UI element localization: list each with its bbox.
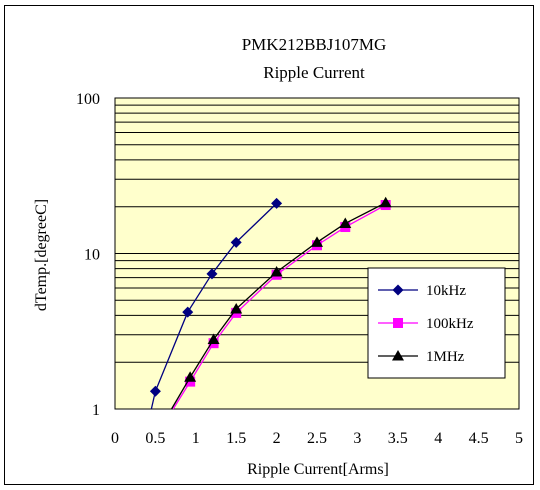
legend-marker: [393, 318, 403, 328]
x-tick-label: 3.5: [388, 430, 408, 447]
data-point: [230, 236, 242, 248]
legend: 10kHz 100kHz 1MHz: [367, 267, 506, 379]
chart-title: PMK212BBJ107MG: [242, 35, 387, 54]
x-tick-label: 3: [353, 430, 361, 447]
data-point: [270, 266, 283, 277]
legend-label: 10kHz: [426, 283, 466, 299]
x-tick-label: 2.5: [307, 430, 327, 447]
x-tick-label: 4.5: [469, 430, 489, 447]
data-point: [184, 371, 197, 382]
data-point: [207, 333, 220, 344]
x-axis-label: Ripple Current[Arms]: [247, 461, 389, 478]
x-tick-label: 5: [515, 430, 523, 447]
legend-label: 100kHz: [426, 316, 474, 332]
data-point: [206, 268, 218, 280]
data-point: [379, 196, 392, 208]
data-point: [182, 306, 194, 318]
series-1MHz: [170, 196, 392, 410]
data-point: [149, 385, 161, 397]
y-tick-label: 100: [76, 91, 100, 108]
legend-marker: [392, 284, 404, 296]
x-tick-label: 1.5: [226, 430, 246, 447]
y-tick-label: 1: [92, 402, 100, 419]
series-group: [149, 196, 392, 410]
y-axis-label: dTemp.[degreeC]: [33, 199, 50, 311]
x-tick-label: 2: [273, 430, 281, 447]
data-point: [339, 217, 352, 228]
y-axis-ticks: 1 10 100: [76, 91, 100, 419]
x-tick-label: 4: [434, 430, 442, 447]
plot-border: [114, 97, 520, 410]
y-tick-label: 10: [84, 247, 100, 264]
data-point: [271, 197, 283, 209]
x-tick-label: 0.5: [145, 430, 165, 447]
data-point: [311, 236, 323, 247]
legend-marker: [392, 350, 404, 361]
x-tick-label: 1: [192, 430, 200, 447]
chart-subtitle: Ripple Current: [263, 63, 365, 82]
legend-label: 1MHz: [426, 349, 465, 365]
series-10kHz: [149, 197, 283, 410]
x-axis-ticks: 0 0.5 1 1.5 2 2.5 3 3.5 4 4.5 5: [111, 430, 523, 447]
x-tick-label: 0: [111, 430, 119, 447]
data-point: [230, 302, 243, 314]
